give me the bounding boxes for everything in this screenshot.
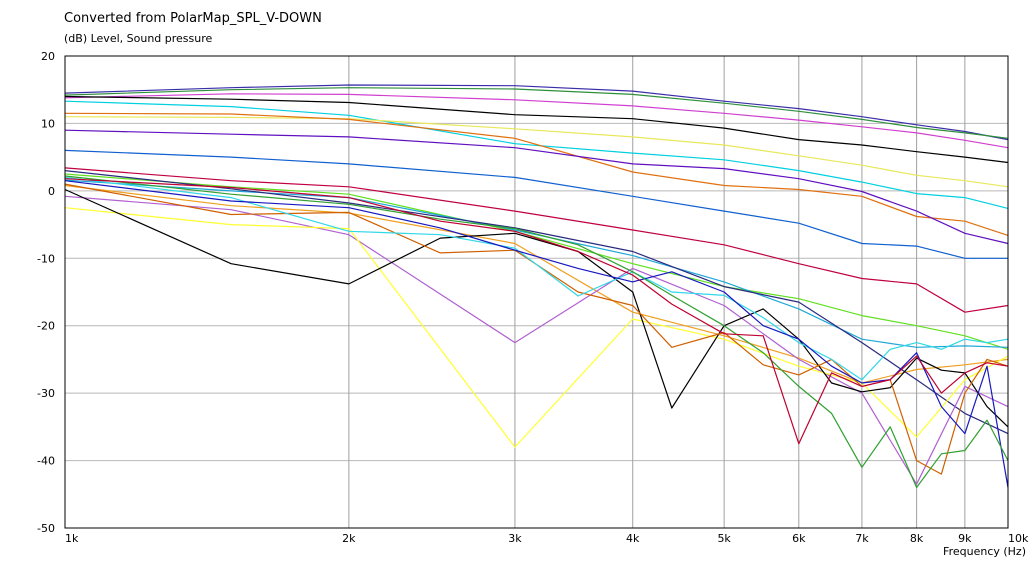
y-axis-label: (dB) Level, Sound pressure [64,32,213,45]
y-tick-label: 20 [41,50,55,63]
series-line-14 [64,170,1009,435]
tick-labels: 20 10 0 -10 -20 -30 -40 -50 1k 2k 3k 4k 5k 6k 7k 8k 9k 10… [37,50,1029,545]
series-line-13 [64,184,1009,384]
series-line-9 [64,149,1008,259]
x-tick-label: 7k [855,532,869,545]
x-tick-label: 9k [958,532,972,545]
x-axis-label: Frequency (Hz) [943,545,1026,558]
series-line-20 [64,180,1009,488]
series-line-11 [64,173,1009,350]
x-tick-label: 1k [65,532,79,545]
series-line-4 [64,95,1009,164]
series-line-21 [64,175,1009,489]
series-line-17 [64,188,1009,428]
x-tick-label: 4k [626,532,640,545]
x-tick-label: 5k [717,532,731,545]
x-tick-label: 6k [792,532,806,545]
y-tick-label: 0 [48,185,55,198]
y-tick-label: -30 [37,387,55,400]
y-tick-label: -40 [37,455,55,468]
y-tick-label: -50 [37,522,55,535]
chart-title: Converted from PolarMap_SPL_V-DOWN [64,11,322,26]
series-line-2 [64,87,1009,139]
series-line-1 [64,84,1009,141]
series-line-7 [64,112,1009,236]
y-tick-label: 10 [41,117,55,130]
x-tick-label: 2k [342,532,356,545]
series-line-6 [64,116,1009,188]
y-tick-label: -20 [37,320,55,333]
series-line-18 [64,183,1009,475]
series-line-19 [64,176,1009,381]
series-layer [64,84,1009,489]
series-line-22 [64,178,1009,445]
series-line-16 [64,207,1009,448]
y-tick-label: -10 [37,252,55,265]
x-tick-label: 8k [910,532,924,545]
x-tick-label: 3k [508,532,522,545]
series-line-10 [64,167,1009,313]
series-line-8 [64,129,1009,245]
plot-frame [64,55,1009,529]
series-line-15 [64,195,1009,485]
series-line-12 [64,179,1009,348]
series-line-3 [64,93,1009,149]
series-line-5 [64,100,1009,209]
x-tick-label: 10k [1008,532,1029,545]
